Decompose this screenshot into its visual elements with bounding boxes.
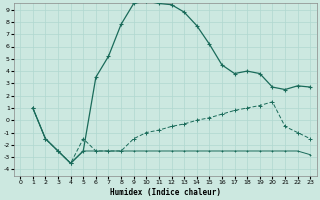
X-axis label: Humidex (Indice chaleur): Humidex (Indice chaleur) [110,188,221,197]
